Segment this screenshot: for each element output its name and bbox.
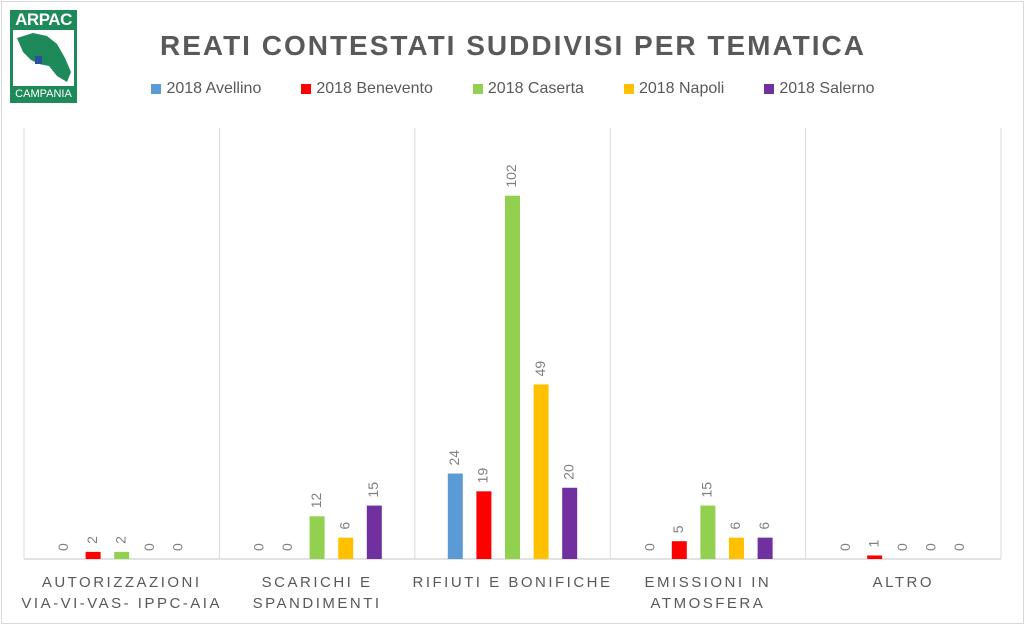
category-label: SPANDIMENTI [253,595,382,612]
legend-item: 2018 Avellino [151,80,261,98]
bar [338,537,354,559]
logo-map [13,30,74,86]
category-label: ATMOSFERA [651,595,766,612]
bar [309,516,325,559]
data-label: 0 [951,543,967,551]
bar [562,487,578,559]
category-label: EMISSIONI IN [645,574,772,591]
data-label: 0 [141,543,157,551]
legend-item: 2018 Salerno [764,80,875,98]
data-label: 0 [170,543,186,551]
legend-label: 2018 Napoli [638,80,725,97]
data-label: 0 [894,543,910,551]
legend-item: 2018 Benevento [301,80,433,98]
data-label: 0 [55,543,71,551]
legend-swatch [472,84,483,94]
data-label: 24 [446,450,462,466]
category-label: SCARICHI E [262,574,373,591]
data-label: 2 [112,536,128,544]
data-label: 19 [475,468,491,484]
data-label: 49 [532,361,548,377]
logo-text-bottom: CAMPANIA [15,88,72,100]
bar [700,505,716,559]
data-label: 20 [560,464,576,480]
legend-swatch [623,84,634,94]
category-label: RIFIUTI E BONIFICHE [412,574,612,591]
bar [533,384,549,559]
data-label: 6 [336,522,352,530]
data-label: 0 [923,543,939,551]
legend-swatch [151,84,162,94]
legend-label: 2018 Salerno [779,80,875,97]
legend-swatch [301,84,312,94]
legend: 2018 Avellino 2018 Benevento 2018 Caserta 2… [0,80,1026,98]
data-label: 2 [84,536,100,544]
bar [366,505,382,559]
bar [757,537,773,559]
data-label: 102 [503,164,519,188]
category-label: AUTORIZZAZIONI [42,574,202,591]
data-label: 0 [837,543,853,551]
data-label: 6 [756,522,772,530]
legend-item: 2018 Caserta [472,80,584,98]
category-label: VIA-VI-VAS- IPPC-AIA [21,595,222,612]
category-label: ALTRO [873,574,934,591]
bar [85,551,101,559]
data-label: 0 [279,543,295,551]
data-label: 0 [251,543,267,551]
data-label: 15 [365,482,381,498]
data-label: 1 [865,539,881,547]
bar [447,473,463,559]
data-label: 12 [308,492,324,508]
chart-title: REATI CONTESTATI SUDDIVISI PER TEMATICA [160,30,866,61]
bar [671,541,687,559]
legend-swatch [764,84,775,94]
legend-item: 2018 Napoli [623,80,725,98]
arpac-logo: ARPAC CAMPANIA [10,10,77,103]
legend-label: 2018 Caserta [487,80,584,97]
bar [729,537,744,559]
data-label: 15 [699,482,715,498]
legend-label: 2018 Avellino [166,80,262,97]
data-label: 5 [670,525,686,533]
data-label: 6 [727,522,743,530]
bar [476,491,492,559]
legend-label: 2018 Benevento [316,80,433,97]
data-label: 0 [641,543,657,551]
bar [505,195,520,560]
bar [114,551,130,559]
logo-text-top: ARPAC [15,10,72,29]
bar [867,555,883,559]
